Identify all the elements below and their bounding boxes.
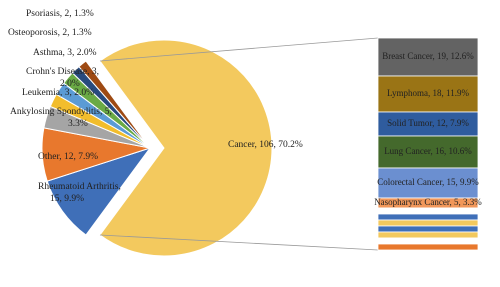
bar-label: Lung Cancer, 16, 10.6% — [384, 146, 472, 156]
bar-label: Colorectal Cancer, 15, 9.9% — [377, 177, 479, 187]
bar-segment — [377, 75, 479, 113]
pie-slice — [78, 60, 151, 149]
pie-label: Rheumatoid Arthritis, — [38, 182, 121, 192]
connector — [99, 234, 379, 251]
pie-label: Psoriasis, 2, 1.3% — [26, 9, 94, 19]
bar-segment — [377, 37, 479, 77]
pie-slice — [99, 39, 273, 257]
bar-label: Solid Tumor, 12, 7.9% — [387, 118, 469, 128]
bar-segment — [377, 237, 479, 245]
pie-label: 2.0% — [60, 79, 80, 89]
bar-segment — [377, 225, 479, 233]
pie-label: Crohn's Disease, 3, — [26, 67, 99, 77]
pie-label: Other, 12, 7.9% — [38, 152, 98, 162]
bar-label: Nasopharynx Cancer, 5, 3.3% — [374, 197, 482, 207]
pie-label: Ankylosing Spondylitis, 5, — [10, 107, 112, 117]
pie-label: 15, 9.9% — [50, 194, 84, 204]
pie-label: Osteoporosis, 2, 1.3% — [8, 28, 92, 38]
pie-label: Leukemia, 3, 2.0% — [22, 88, 94, 98]
bar-segment — [377, 213, 479, 221]
bar-segment — [377, 243, 479, 251]
bar-segment — [377, 167, 479, 199]
bar-segment — [377, 219, 479, 227]
connector — [99, 37, 379, 62]
bar-label: Lymphoma, 18, 11.9% — [387, 88, 469, 98]
pie-label: Cancer, 106, 70.2% — [228, 140, 303, 150]
bar-label: Breast Cancer, 19, 12.6% — [382, 51, 474, 61]
pie-label: Asthma, 3, 2.0% — [33, 48, 97, 58]
pie-label: 3.3% — [68, 119, 88, 129]
bar-segment — [377, 207, 479, 215]
bar-segment — [377, 231, 479, 239]
